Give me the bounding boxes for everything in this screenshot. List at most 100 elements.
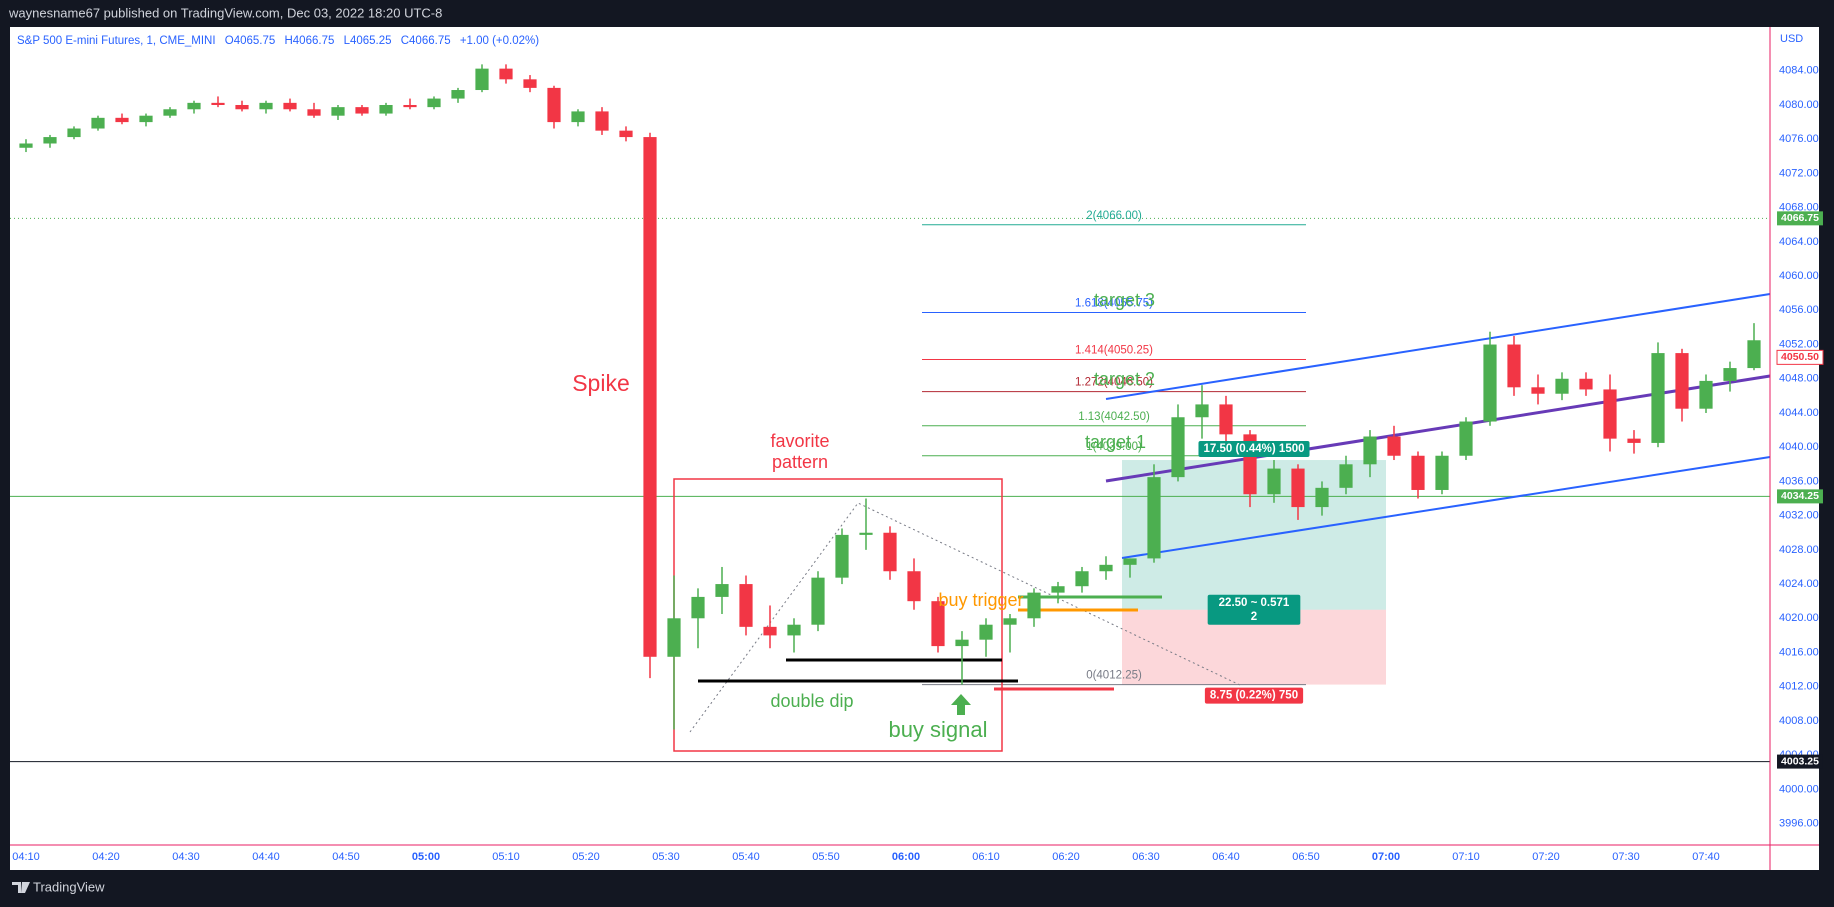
candle-body	[763, 626, 777, 636]
candle-body	[1363, 436, 1377, 465]
y-tick-label: 4000.00	[1779, 783, 1819, 795]
legend-value: C4066.75	[401, 35, 451, 47]
y-tick-label: 4044.00	[1779, 407, 1819, 419]
annotation: double dip	[770, 691, 853, 711]
x-tick-label: 07:10	[1452, 851, 1480, 863]
y-tick-label: 4024.00	[1779, 578, 1819, 590]
candle-body	[331, 107, 345, 116]
position-label: 22.50 ~ 0.571	[1219, 597, 1290, 609]
annotation: buy trigger	[938, 590, 1023, 610]
x-tick-label: 05:20	[572, 851, 600, 863]
candle-body	[787, 624, 801, 636]
candle-body	[1411, 455, 1425, 490]
candle-body	[1291, 468, 1305, 508]
fib-label: 1.618(4055.75)	[1075, 297, 1153, 309]
candle-body	[1387, 436, 1401, 456]
fib-label: 1.13(4042.50)	[1078, 411, 1150, 423]
x-tick-label: 07:40	[1692, 851, 1720, 863]
candle-body	[91, 117, 105, 129]
candle-body	[67, 128, 81, 138]
candle-body	[1171, 417, 1185, 478]
candle-body	[187, 102, 201, 110]
legend-value: L4065.25	[344, 35, 392, 47]
candle-body	[1651, 353, 1665, 443]
x-tick-label: 05:00	[412, 851, 440, 863]
annotation: Spike	[572, 370, 630, 396]
candle-body	[1339, 464, 1353, 488]
candle-body	[1699, 380, 1713, 409]
candle-body	[1435, 455, 1449, 490]
y-tick-label: 4012.00	[1779, 681, 1819, 693]
candle-body	[595, 111, 609, 131]
candle-body	[403, 104, 417, 108]
annotation: target 1	[1085, 432, 1146, 452]
candle-body	[475, 68, 489, 91]
legend-value: +1.00 (+0.02%)	[460, 35, 539, 47]
price-badge-box	[1777, 489, 1823, 504]
candle-body	[19, 143, 33, 148]
candle-body	[979, 624, 993, 640]
candle-body	[1219, 404, 1233, 435]
candle-body	[1027, 592, 1041, 619]
candle-body	[1507, 344, 1521, 388]
candle-body	[379, 104, 393, 114]
buy-arrow	[951, 694, 971, 715]
y-tick-label: 4048.00	[1779, 373, 1819, 385]
candle-body	[1459, 421, 1473, 456]
candle-body	[859, 532, 873, 535]
brand: TradingView	[33, 879, 105, 894]
y-tick-label: 4072.00	[1779, 167, 1819, 179]
annotations: Spike favorite pattern double dip buy si…	[572, 290, 1155, 742]
candle-body	[811, 577, 825, 625]
legend: S&P 500 E-mini Futures, 1, CME_MINI O406…	[17, 35, 539, 47]
candle-body	[1603, 389, 1617, 439]
channel-upper	[1105, 293, 1771, 400]
label-box	[1198, 441, 1310, 458]
candle-body	[547, 87, 561, 123]
candle-body	[1723, 368, 1737, 381]
candle-body	[667, 618, 681, 657]
candle-body	[619, 130, 633, 138]
y-tick-label: 3996.00	[1779, 818, 1819, 830]
price-badge: 4066.75	[1781, 212, 1819, 224]
candle-body	[1675, 353, 1689, 409]
legend-value: H4066.75	[284, 35, 334, 47]
candle-body	[235, 104, 249, 110]
x-tick-label: 05:10	[492, 851, 520, 863]
candle-body	[43, 137, 57, 144]
price-badge-box	[1777, 211, 1823, 226]
candle-body	[1315, 487, 1329, 508]
x-tick-label: 06:30	[1132, 851, 1160, 863]
fib-label: 1.414(4050.25)	[1075, 345, 1153, 357]
y-tick-label: 4020.00	[1779, 612, 1819, 624]
position-labels: 17.50 (0.44%) 1500 22.50 ~ 0.571 2 8.75 (0.…	[1198, 441, 1310, 704]
x-tick-label: 07:30	[1612, 851, 1640, 863]
candle-body	[571, 111, 585, 123]
price-badge-box	[1776, 349, 1824, 365]
x-tick-label: 04:10	[12, 851, 40, 863]
candle-body	[259, 102, 273, 110]
position-label: 17.50 (0.44%) 1500	[1203, 443, 1304, 455]
x-tick-label: 06:50	[1292, 851, 1320, 863]
candle-body	[835, 534, 849, 578]
x-tick-label: 05:30	[652, 851, 680, 863]
candle-body	[1627, 438, 1641, 443]
y-tick-label: 4060.00	[1779, 270, 1819, 282]
x-tick-label: 06:20	[1052, 851, 1080, 863]
x-tick-label: 04:20	[92, 851, 120, 863]
fib-label: 2(4066.00)	[1086, 210, 1142, 222]
x-tick-label: 04:50	[332, 851, 360, 863]
x-tick-label: 07:00	[1372, 851, 1400, 863]
candle-body	[715, 584, 729, 597]
candle-body	[955, 639, 969, 647]
x-tick-label: 06:10	[972, 851, 1000, 863]
price-line-layer	[10, 217, 1770, 763]
chart-area	[10, 27, 1819, 870]
annotation: favorite	[770, 431, 829, 451]
y-tick-label: 4064.00	[1779, 236, 1819, 248]
candle-body	[1483, 344, 1497, 422]
annotation: target 3	[1094, 290, 1155, 310]
footer: TradingView	[12, 879, 105, 894]
